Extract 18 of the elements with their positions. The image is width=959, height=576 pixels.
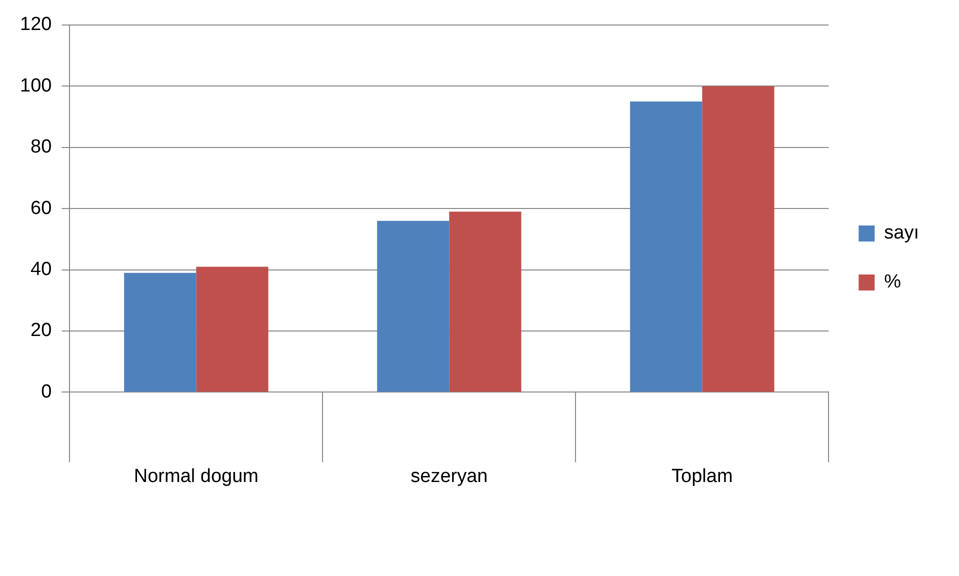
y-tick-label: 100 xyxy=(20,75,52,96)
legend-label: sayı xyxy=(884,222,920,244)
y-tick-label: 40 xyxy=(30,259,52,280)
x-tick-label: Normal dogum xyxy=(134,466,258,487)
bar xyxy=(702,86,774,392)
legend-label: % xyxy=(884,272,902,293)
bar xyxy=(196,266,268,392)
y-tick-label: 60 xyxy=(30,198,52,219)
x-tick-label: Toplam xyxy=(672,466,733,487)
y-tick-label: 120 xyxy=(20,14,52,36)
y-tick-label: 20 xyxy=(30,320,52,342)
bar xyxy=(449,212,522,392)
bar xyxy=(630,102,702,392)
y-tick-label: 80 xyxy=(30,136,52,158)
bar xyxy=(124,272,196,392)
bar xyxy=(377,220,450,392)
x-tick-label: sezeryan xyxy=(410,466,488,487)
y-tick-label: 0 xyxy=(41,381,52,402)
